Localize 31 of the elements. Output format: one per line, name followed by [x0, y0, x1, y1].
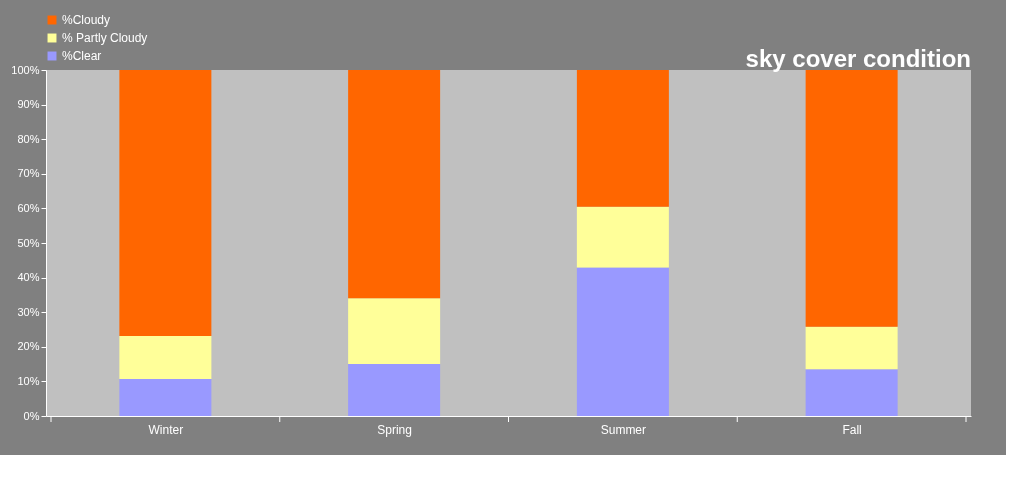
- legend-label: %Cloudy: [62, 13, 111, 27]
- bar: [119, 70, 212, 337]
- bar: [576, 70, 669, 207]
- bar: [805, 369, 898, 416]
- bar: [119, 336, 212, 379]
- bar: [805, 326, 898, 370]
- x-tick-label: Spring: [377, 422, 412, 437]
- chart-title: sky cover condition: [745, 45, 971, 72]
- bar: [576, 267, 669, 416]
- legend-label: %Clear: [62, 49, 102, 63]
- y-tick-label: 70%: [17, 167, 40, 180]
- y-tick-label: 10%: [17, 374, 40, 387]
- y-tick-label: 50%: [17, 236, 40, 249]
- y-tick-label: 20%: [17, 340, 40, 353]
- x-tick-label: Fall: [842, 422, 862, 437]
- y-tick-label: 60%: [17, 201, 40, 214]
- bar: [348, 70, 441, 299]
- bar: [576, 206, 669, 268]
- legend-label: % Partly Cloudy: [62, 31, 148, 45]
- y-tick-label: 0%: [23, 409, 40, 422]
- bar: [119, 378, 212, 416]
- y-tick-label: 80%: [17, 132, 40, 145]
- x-tick-label: Summer: [600, 422, 647, 437]
- x-tick-label: Winter: [148, 422, 184, 437]
- bar: [348, 364, 441, 416]
- bar: [348, 298, 441, 365]
- y-tick-label: 100%: [11, 63, 40, 76]
- y-tick-label: 30%: [17, 305, 40, 318]
- bar: [805, 70, 898, 327]
- y-tick-label: 90%: [17, 98, 40, 111]
- y-tick-label: 40%: [17, 271, 40, 284]
